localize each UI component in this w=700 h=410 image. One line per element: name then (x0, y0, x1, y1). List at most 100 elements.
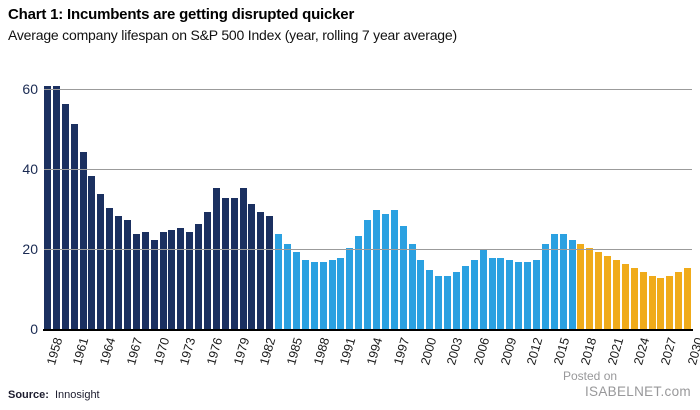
y-tick-0: 0 (30, 321, 38, 337)
bar-1976 (204, 212, 212, 330)
y-tick-60: 60 (22, 81, 38, 97)
x-tick-label: 1961 (70, 336, 92, 367)
bar-1991 (337, 258, 345, 330)
gridline-20 (44, 249, 692, 250)
bar-2010 (506, 260, 514, 330)
bar-2015 (550, 234, 558, 330)
bar-1972 (168, 230, 176, 330)
bar-1996 (381, 214, 389, 330)
x-tick-label: 1979 (230, 336, 252, 367)
bar-2002 (435, 276, 443, 330)
source-label: Source: (8, 389, 49, 401)
x-tick-label: 2024 (631, 336, 653, 367)
x-tick-label: 1973 (177, 336, 199, 367)
x-tick-label: 2006 (471, 336, 493, 367)
x-tick-label: 1982 (257, 336, 279, 367)
bar-1967 (124, 220, 132, 330)
bar-1990 (328, 260, 336, 330)
x-tick-label: 2021 (604, 336, 626, 367)
bar-1975 (195, 224, 203, 330)
bar-2005 (461, 266, 469, 330)
bar-1986 (292, 252, 300, 330)
bar-2008 (488, 258, 496, 330)
bar-2007 (479, 250, 487, 330)
y-tick-20: 20 (22, 241, 38, 257)
bar-2021 (604, 256, 612, 330)
bar-2030 (684, 268, 692, 330)
bar-2024 (630, 268, 638, 330)
bar-1973 (177, 228, 185, 330)
gridline-40 (44, 169, 692, 170)
bar-1964 (97, 194, 105, 330)
bar-1989 (319, 262, 327, 330)
x-tick-label: 1991 (337, 336, 359, 367)
bar-1968 (132, 234, 140, 330)
bar-1963 (88, 176, 96, 330)
x-tick-label: 1988 (310, 336, 333, 367)
x-tick-label: 2027 (658, 336, 680, 367)
x-axis-line (43, 329, 693, 331)
bar-2016 (559, 234, 567, 330)
bar-1988 (310, 262, 318, 330)
bar-1999 (408, 244, 416, 330)
bar-1981 (248, 204, 256, 330)
bar-1985 (284, 244, 292, 330)
x-tick-label: 1958 (43, 336, 65, 367)
bar-1979 (230, 198, 238, 330)
bar-2022 (613, 260, 620, 330)
x-tick-label: 2030 (684, 336, 700, 367)
bar-2011 (515, 262, 523, 330)
bar-2025 (639, 272, 647, 330)
bar-2027 (657, 278, 665, 330)
bar-2009 (497, 258, 505, 330)
bar-1993 (355, 236, 363, 330)
bar-1994 (364, 220, 372, 330)
x-tick-label: 1967 (123, 336, 146, 367)
bar-1958 (44, 86, 51, 330)
bar-1960 (61, 104, 69, 330)
bar-2006 (470, 260, 478, 330)
gridline-60 (44, 89, 692, 90)
chart-title: Chart 1: Incumbents are getting disrupte… (8, 6, 355, 23)
bar-2018 (577, 244, 585, 330)
bar-2020 (595, 252, 603, 330)
x-tick-label: 2012 (524, 336, 546, 367)
source-value: Innosight (54, 389, 100, 401)
bar-1966 (115, 216, 123, 330)
x-tick-label: 2000 (417, 336, 439, 367)
x-tick-label: 2018 (577, 336, 600, 367)
bar-2014 (541, 244, 549, 330)
x-tick-label: 1970 (150, 336, 172, 367)
bar-2019 (586, 248, 594, 330)
bar-1980 (239, 188, 247, 330)
x-tick-label: 1976 (204, 336, 226, 367)
x-tick-label: 1997 (391, 336, 413, 367)
bar-1982 (257, 212, 265, 330)
bar-1978 (221, 198, 229, 330)
bar-2004 (452, 272, 460, 330)
bar-1974 (186, 232, 194, 330)
bar-1971 (159, 232, 167, 330)
x-tick-label: 1994 (364, 336, 386, 367)
x-tick-label: 2015 (551, 336, 573, 367)
bar-1961 (70, 124, 78, 330)
bar-1969 (141, 232, 149, 330)
plot-area (44, 86, 692, 330)
chart-subtitle: Average company lifespan on S&P 500 Inde… (8, 27, 457, 43)
source-line: Source: Innosight (8, 389, 100, 401)
watermark-posted-on: Posted on (563, 369, 618, 383)
watermark-isabelnet: ISABELNET.com (585, 384, 691, 399)
bar-1992 (346, 248, 354, 330)
x-tick-label: 1985 (284, 336, 306, 367)
bar-1987 (301, 260, 309, 330)
bar-1959 (52, 86, 60, 330)
bar-1970 (150, 240, 158, 330)
bar-2029 (675, 272, 683, 330)
bar-1998 (399, 226, 407, 330)
bar-2028 (666, 276, 674, 330)
bar-1997 (390, 210, 398, 330)
bar-1962 (79, 152, 87, 330)
bar-2026 (648, 276, 656, 330)
y-tick-40: 40 (22, 161, 38, 177)
x-tick-label: 1964 (97, 336, 119, 367)
